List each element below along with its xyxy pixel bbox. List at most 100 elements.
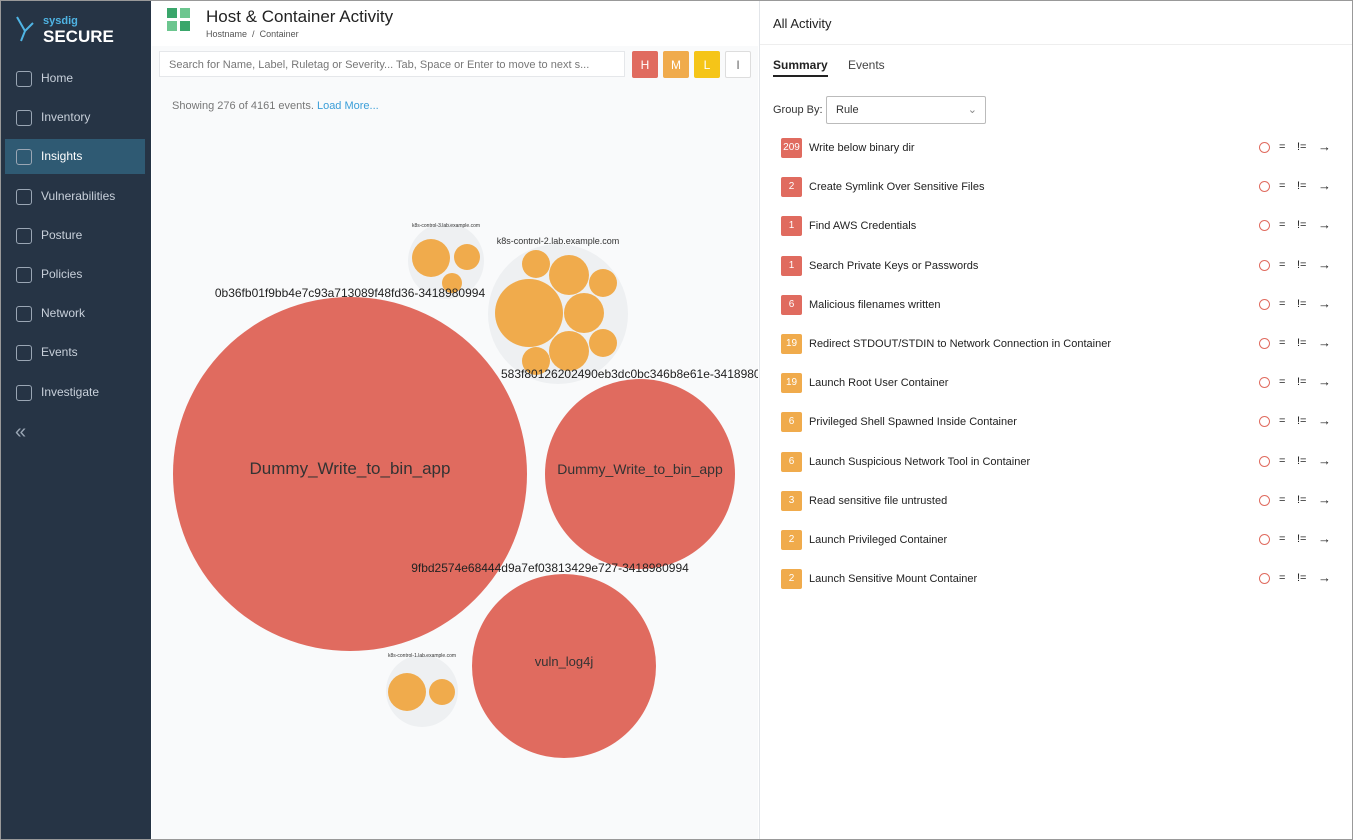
- nav-icon: [16, 227, 32, 244]
- exclude-icon[interactable]: [1259, 142, 1270, 153]
- filter-equal[interactable]: =: [1279, 572, 1286, 585]
- exclude-icon[interactable]: [1259, 259, 1270, 271]
- exclude-icon[interactable]: [1259, 455, 1270, 467]
- filter-equal[interactable]: =: [1279, 219, 1286, 232]
- filter-equal[interactable]: =: [1279, 141, 1286, 153]
- nav-icon: [16, 345, 32, 362]
- crumb[interactable]: Hostname: [206, 29, 248, 39]
- exclude-icon[interactable]: [1259, 534, 1270, 545]
- open-arrow[interactable]: →: [1318, 413, 1331, 429]
- filter-not-equal[interactable]: !=: [1297, 219, 1307, 232]
- exclude-icon[interactable]: [1259, 338, 1270, 349]
- load-more[interactable]: Load More...: [316, 100, 379, 112]
- exclude-icon[interactable]: [1259, 220, 1270, 232]
- filter-equal[interactable]: =: [1279, 180, 1286, 193]
- count-badge: 6: [781, 412, 802, 433]
- nav-icon: [16, 267, 32, 283]
- filter-not-equal[interactable]: !=: [1297, 180, 1307, 193]
- nav-item[interactable]: Posture: [5, 218, 145, 253]
- nav-item[interactable]: Inventory: [5, 100, 145, 135]
- open-arrow[interactable]: →: [1318, 139, 1331, 154]
- rule-row[interactable]: 3 Read sensitive file untrusted = != →: [780, 490, 1340, 515]
- open-arrow[interactable]: →: [1318, 295, 1331, 311]
- nav-item[interactable]: Events: [5, 335, 145, 370]
- exclude-icon[interactable]: [1259, 494, 1270, 506]
- container-bubble[interactable]: [545, 379, 735, 569]
- nav-icon: [16, 71, 32, 87]
- count-badge: 19: [781, 334, 802, 354]
- filter-equal[interactable]: =: [1279, 337, 1286, 349]
- open-arrow[interactable]: →: [1318, 256, 1331, 272]
- severity-filter[interactable]: M: [663, 51, 689, 78]
- host-group: k8s-control-3.lab.example.com: [408, 223, 484, 299]
- filter-equal[interactable]: =: [1279, 297, 1286, 310]
- nav-item[interactable]: Home: [5, 61, 145, 96]
- tab-summary[interactable]: Summary: [773, 58, 828, 77]
- exclude-icon[interactable]: [1259, 573, 1270, 585]
- search-input[interactable]: Search for Name, Label, Ruletag or Sever…: [159, 51, 625, 77]
- filter-not-equal[interactable]: !=: [1297, 376, 1307, 389]
- rule-row[interactable]: 6 Launch Suspicious Network Tool in Conta…: [780, 451, 1340, 476]
- panel-title: All Activity: [773, 16, 832, 31]
- group-by-select[interactable]: Rule ⌄: [826, 96, 986, 124]
- open-arrow[interactable]: →: [1318, 217, 1331, 233]
- container-bubble[interactable]: [173, 297, 527, 651]
- filter-not-equal[interactable]: !=: [1297, 454, 1307, 467]
- filter-not-equal[interactable]: !=: [1297, 533, 1307, 545]
- exclude-icon[interactable]: [1259, 377, 1270, 389]
- nav-item[interactable]: Insights: [5, 139, 145, 175]
- open-arrow[interactable]: →: [1318, 491, 1331, 507]
- open-arrow[interactable]: →: [1318, 374, 1331, 390]
- filter-equal[interactable]: =: [1279, 533, 1286, 545]
- container-label: 0b36fb01f9bb4e7c93a713089f48fd36-3418980…: [215, 286, 486, 300]
- rule-row[interactable]: 6 Privileged Shell Spawned Inside Contain…: [780, 412, 1340, 436]
- activity-panel: All Activity Summary Events Group By: Ru…: [759, 1, 1352, 839]
- nav-item[interactable]: Policies: [5, 257, 145, 292]
- rule-row[interactable]: 19 Redirect STDOUT/STDIN to Network Conne…: [780, 334, 1340, 358]
- nav-item[interactable]: Network: [5, 296, 145, 331]
- rule-name: Privileged Shell Spawned Inside Containe…: [809, 416, 1017, 429]
- rule-name: Find AWS Credentials: [809, 220, 917, 233]
- collapse-icon[interactable]: «: [15, 421, 27, 443]
- crumb[interactable]: Container: [259, 29, 299, 39]
- exclude-icon[interactable]: [1259, 298, 1270, 310]
- rule-row[interactable]: 209 Write below binary dir = != →: [780, 138, 1340, 162]
- filter-not-equal[interactable]: !=: [1297, 141, 1307, 153]
- filter-not-equal[interactable]: !=: [1297, 415, 1307, 428]
- rule-row[interactable]: 19 Launch Root User Container = != →: [780, 373, 1340, 397]
- nav-item[interactable]: Investigate: [5, 375, 145, 410]
- rule-row[interactable]: 2 Create Symlink Over Sensitive Files = != →: [780, 177, 1340, 201]
- filter-not-equal[interactable]: !=: [1297, 572, 1307, 585]
- filter-equal[interactable]: =: [1279, 258, 1286, 271]
- filter-equal[interactable]: =: [1279, 454, 1286, 467]
- open-arrow[interactable]: →: [1318, 178, 1331, 194]
- filter-not-equal[interactable]: !=: [1297, 493, 1307, 506]
- filter-not-equal[interactable]: !=: [1297, 258, 1307, 271]
- filter-not-equal[interactable]: !=: [1297, 297, 1307, 310]
- open-arrow[interactable]: →: [1318, 531, 1331, 546]
- filter-not-equal[interactable]: !=: [1297, 337, 1307, 349]
- rule-name: Launch Suspicious Network Tool in Contai…: [809, 455, 1031, 468]
- severity-filter[interactable]: I: [725, 51, 751, 78]
- filter-equal[interactable]: =: [1279, 376, 1286, 389]
- open-arrow[interactable]: →: [1318, 452, 1331, 468]
- severity-filter[interactable]: H: [632, 51, 658, 78]
- filter-equal[interactable]: =: [1279, 493, 1286, 506]
- open-arrow[interactable]: →: [1318, 570, 1331, 586]
- exclude-icon[interactable]: [1259, 181, 1270, 193]
- tab-events[interactable]: Events: [848, 58, 885, 72]
- status: Showing 276 of 4161 events. Load More...: [172, 100, 379, 112]
- rule-row[interactable]: 2 Launch Sensitive Mount Container = != →: [780, 569, 1340, 593]
- rule-row[interactable]: 1 Search Private Keys or Passwords = != →: [780, 255, 1340, 280]
- exclude-icon[interactable]: [1259, 416, 1270, 428]
- rule-row[interactable]: 6 Malicious filenames written = != →: [780, 294, 1340, 319]
- severity-filter[interactable]: L: [694, 51, 720, 78]
- rule-row[interactable]: 1 Find AWS Credentials = != →: [780, 216, 1340, 240]
- rule-name: Search Private Keys or Passwords: [809, 259, 979, 272]
- open-arrow[interactable]: →: [1318, 335, 1331, 350]
- nav-item[interactable]: Vulnerabilities: [5, 179, 145, 214]
- filter-equal[interactable]: =: [1279, 415, 1286, 428]
- container-bubble[interactable]: [472, 574, 656, 758]
- rule-row[interactable]: 2 Launch Privileged Container = != →: [780, 530, 1340, 554]
- group-by-value: Rule: [836, 104, 859, 116]
